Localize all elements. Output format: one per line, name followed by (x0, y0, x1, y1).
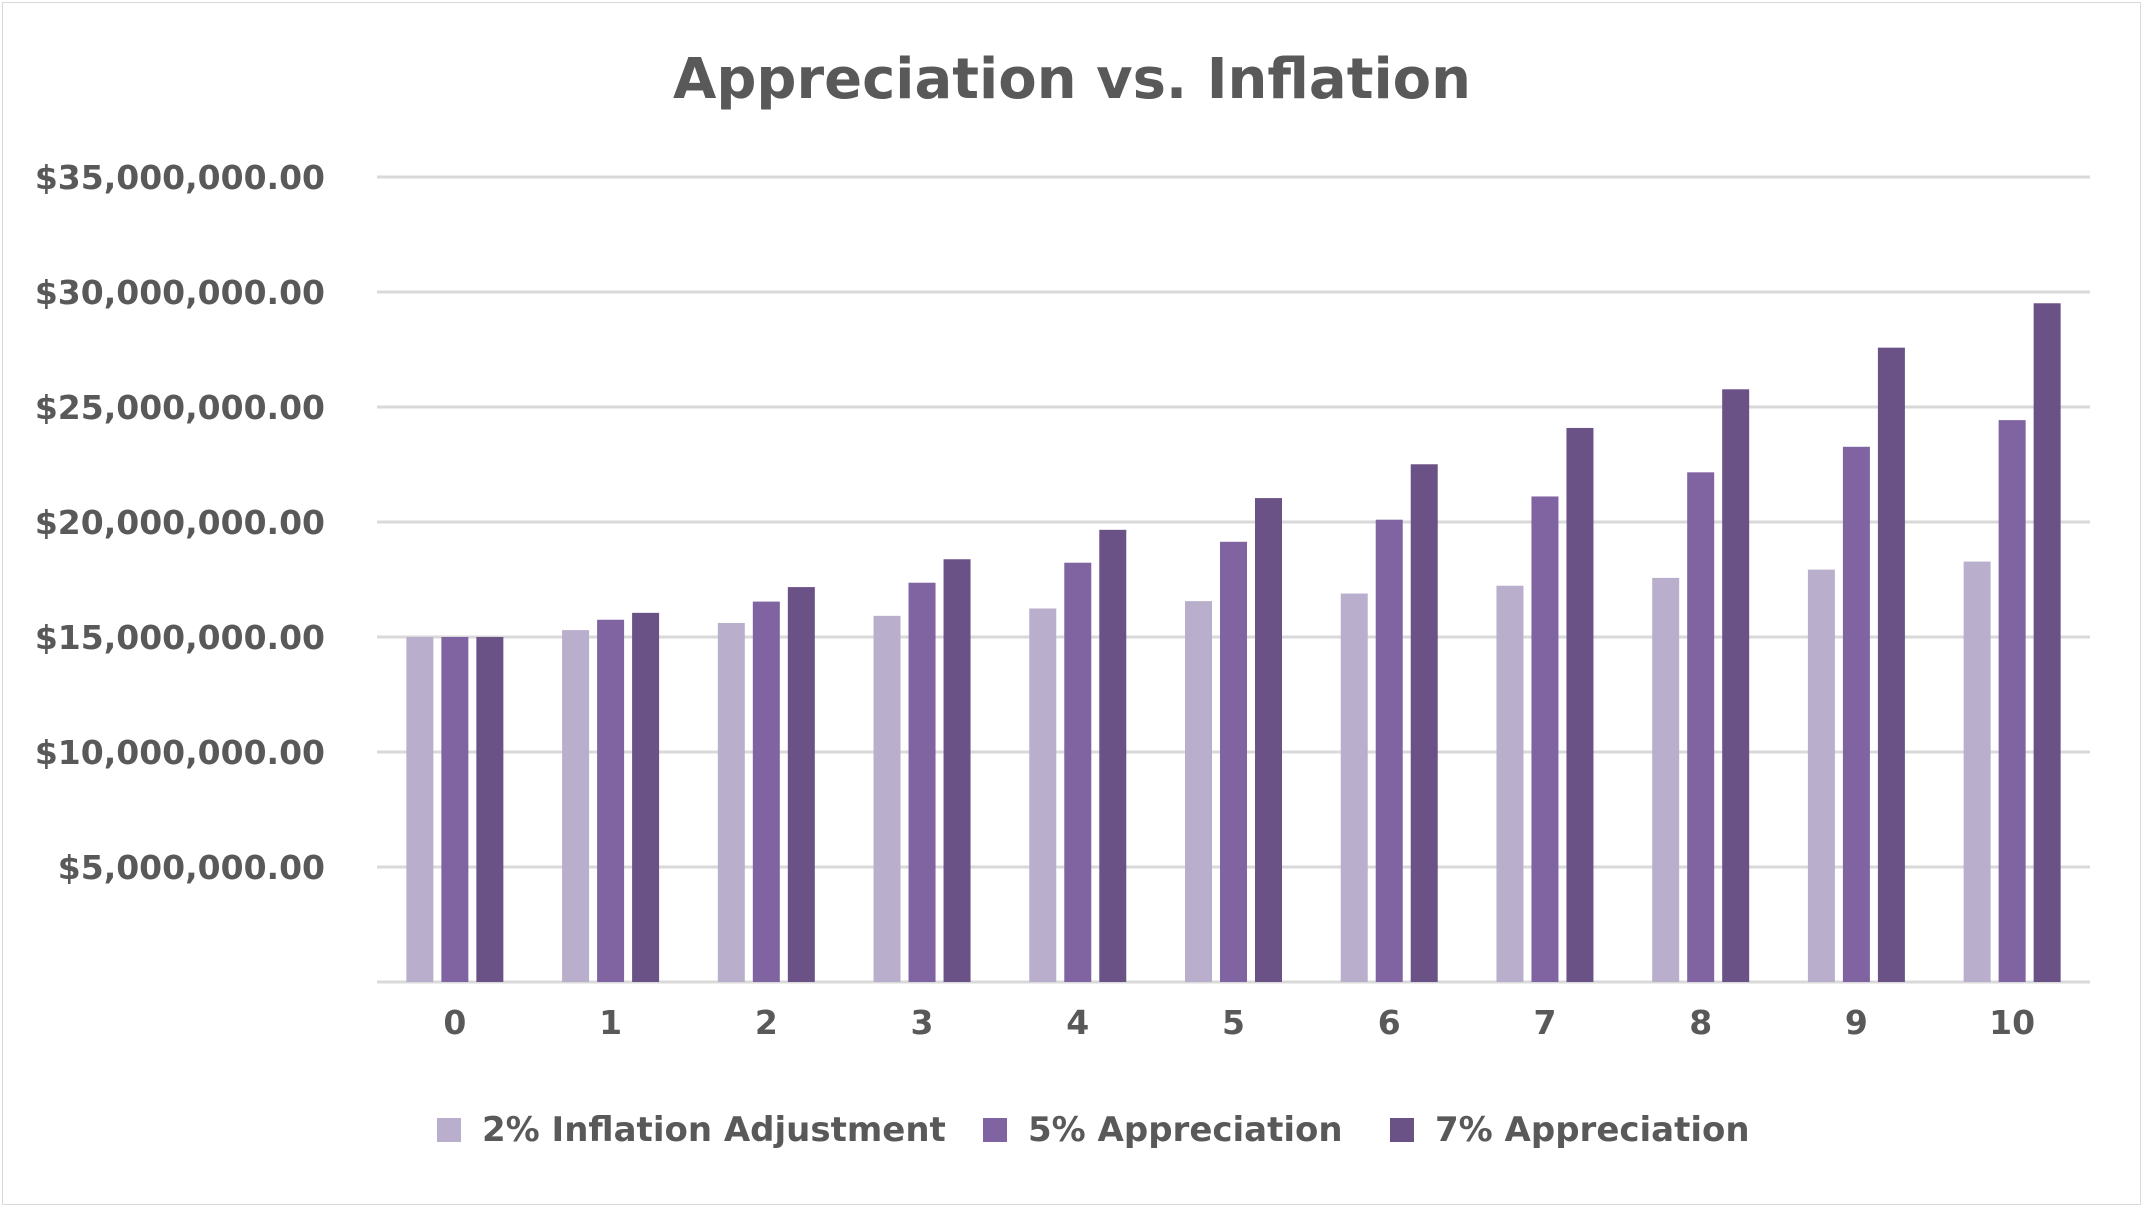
x-tick-label: 2 (755, 1003, 778, 1042)
bar-2-2 (752, 601, 780, 982)
y-tick-label: $20,000,000.00 (35, 503, 325, 542)
x-tick-label: 10 (1989, 1003, 2035, 1042)
x-tick-label: 9 (1845, 1003, 1868, 1042)
bar-2-8 (1687, 472, 1715, 982)
bar-2-1 (597, 619, 625, 982)
bar-3-2 (787, 587, 815, 982)
bar-2-5 (1220, 541, 1247, 982)
bars (406, 303, 2061, 982)
x-tick-label: 7 (1533, 1003, 1556, 1042)
bar-3-8 (1722, 389, 1750, 982)
y-tick-label: $30,000,000.00 (35, 273, 325, 312)
legend-swatch (1390, 1118, 1414, 1142)
bar-3-0 (476, 637, 504, 982)
bar-2-7 (1531, 496, 1559, 982)
bar-3-1 (632, 612, 660, 982)
x-tick-label: 0 (443, 1003, 466, 1042)
x-tick-label: 4 (1066, 1003, 1089, 1042)
legend: 2% Inflation Adjustment 5% Appreciation 7%… (437, 1110, 1750, 1150)
bar-1-1 (562, 630, 590, 982)
gridlines (377, 175, 2090, 984)
bar-1-5 (1185, 601, 1212, 982)
bar-1-7 (1496, 585, 1524, 982)
x-tick-label: 3 (911, 1003, 934, 1042)
y-tick-label: $5,000,000.00 (58, 848, 325, 887)
bar-3-7 (1566, 427, 1594, 982)
x-tick-label: 6 (1378, 1003, 1401, 1042)
legend-label: 7% Appreciation (1435, 1110, 1750, 1150)
bar-1-3 (873, 615, 901, 982)
legend-swatch (437, 1118, 461, 1142)
bar-1-6 (1340, 593, 1368, 982)
y-tick-label: $15,000,000.00 (35, 618, 325, 657)
bar-2-4 (1064, 562, 1092, 982)
x-tick-label: 8 (1689, 1003, 1712, 1042)
bar-1-10 (1963, 561, 1991, 982)
chart-title: Appreciation vs. Inflation (673, 47, 1471, 112)
bar-1-4 (1029, 608, 1057, 982)
legend-label: 2% Inflation Adjustment (482, 1110, 946, 1150)
bar-2-3 (908, 582, 936, 982)
x-tick-label: 1 (599, 1003, 622, 1042)
bar-3-3 (943, 559, 971, 982)
bar-3-6 (1410, 464, 1438, 982)
legend-swatch (983, 1118, 1007, 1142)
bar-2-0 (441, 637, 469, 982)
bar-3-4 (1099, 529, 1127, 982)
bar-1-8 (1652, 577, 1680, 982)
x-axis-ticks: 0 1 2 3 4 5 6 7 8 9 10 (443, 1003, 2035, 1042)
bar-3-5 (1255, 498, 1282, 982)
bar-1-2 (717, 622, 745, 982)
y-tick-label: $25,000,000.00 (35, 388, 325, 427)
y-tick-label: $35,000,000.00 (35, 158, 325, 197)
bar-3-10 (2033, 303, 2061, 982)
bar-2-6 (1375, 519, 1403, 982)
bar-2-9 (1842, 446, 1870, 982)
bar-3-9 (1877, 347, 1905, 982)
y-axis-ticks: $5,000,000.00 $10,000,000.00 $15,000,000.0… (35, 158, 325, 887)
x-tick-label: 5 (1222, 1003, 1245, 1042)
y-tick-label: $10,000,000.00 (35, 733, 325, 772)
legend-label: 5% Appreciation (1028, 1110, 1343, 1150)
bar-1-9 (1807, 569, 1835, 982)
bar-2-10 (1998, 420, 2026, 982)
bar-1-0 (406, 637, 434, 982)
